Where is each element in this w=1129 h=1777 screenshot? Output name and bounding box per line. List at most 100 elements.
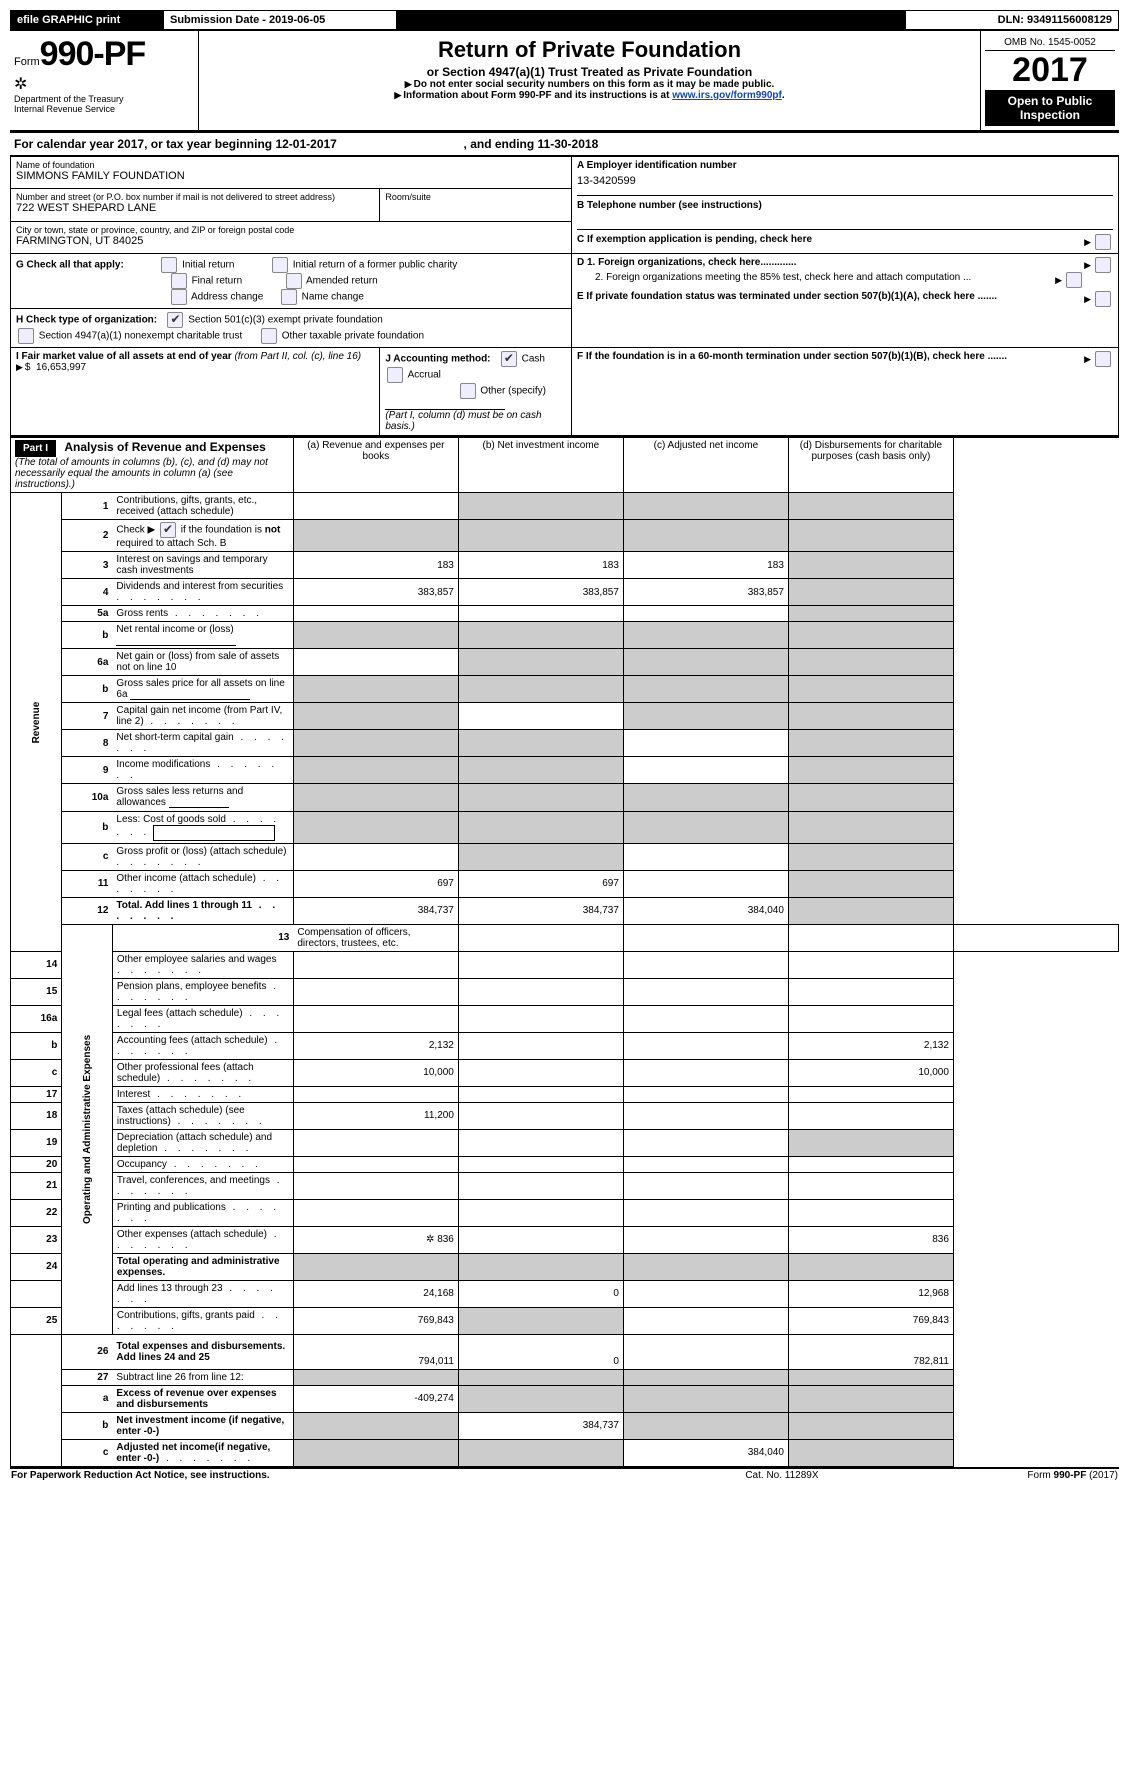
page-footer: For Paperwork Reduction Act Notice, see … [10, 1467, 1119, 1482]
dln-value: 93491156008129 [1027, 14, 1112, 26]
table-row: 18 Taxes (attach schedule) (see instruct… [11, 1102, 1119, 1129]
col-b-header: (b) Net investment income [458, 437, 623, 493]
table-row: b Net rental income or (loss) [11, 622, 1119, 649]
instructions-link-line: Information about Form 990-PF and its in… [203, 90, 976, 101]
table-row: 20 Occupancy [11, 1156, 1119, 1172]
table-row: a Excess of revenue over expenses and di… [11, 1385, 1119, 1412]
j-note: (Part I, column (d) must be on cash basi… [385, 410, 541, 432]
table-row: 9 Income modifications [11, 757, 1119, 784]
col-a-header: (a) Revenue and expenses per books [293, 437, 458, 493]
f-label: F If the foundation is in a 60-month ter… [577, 351, 1007, 362]
table-row: Revenue 1 Contributions, gifts, grants, … [11, 493, 1119, 520]
table-row: 27 Subtract line 26 from line 12: [11, 1369, 1119, 1385]
checkbox-sch-b[interactable] [160, 522, 176, 538]
i-from: (from Part II, col. (c), line 16) [234, 351, 361, 362]
tax-year-begin: 12-01-2017 [275, 137, 336, 151]
checkbox-accrual[interactable] [387, 367, 403, 383]
checkbox-initial-former[interactable] [272, 257, 288, 273]
dept-irs: Internal Revenue Service [14, 104, 194, 114]
checkbox-e[interactable] [1095, 291, 1111, 307]
box-h: H Check type of organization: Section 50… [11, 309, 572, 348]
table-row: 10a Gross sales less returns and allowan… [11, 784, 1119, 811]
tax-year: 2017 [985, 51, 1115, 90]
table-row: 17 Interest [11, 1086, 1119, 1102]
topbar-spacer [397, 11, 906, 31]
table-row: 25 Contributions, gifts, grants paid 769… [11, 1307, 1119, 1334]
part-i-note: (The total of amounts in columns (b), (c… [15, 457, 268, 490]
form-header: Form990-PF ✲ Department of the Treasury … [10, 31, 1119, 131]
checkbox-501c3[interactable] [167, 312, 183, 328]
r12-desc: Total. Add lines 1 through 11 [116, 900, 252, 911]
part-i-label: Part I [15, 440, 56, 457]
checkbox-c[interactable] [1095, 234, 1111, 250]
table-row: 22 Printing and publications [11, 1199, 1119, 1226]
checkbox-other-method[interactable] [460, 383, 476, 399]
table-row: b Less: Cost of goods sold [11, 811, 1119, 843]
city-state-zip: FARMINGTON, UT 84025 [16, 235, 566, 247]
table-row: 15 Pension plans, employee benefits [11, 978, 1119, 1005]
form-subtitle: or Section 4947(a)(1) Trust Treated as P… [203, 65, 976, 79]
table-row: 2 Check ▶ if the foundation is not requi… [11, 520, 1119, 552]
g-amended: Amended return [306, 276, 378, 287]
r27c-desc: Adjusted net income(if negative, enter -… [116, 1442, 270, 1464]
checkbox-address-change[interactable] [171, 289, 187, 305]
table-row: b Net investment income (if negative, en… [11, 1412, 1119, 1439]
table-row: 12 Total. Add lines 1 through 11 384,737… [11, 897, 1119, 924]
checkbox-other-taxable[interactable] [261, 328, 277, 344]
box-j: J Accounting method: Cash Accrual Other … [380, 348, 572, 436]
ein-value: 13-3420599 [577, 171, 1113, 195]
r5b-desc: Net rental income or (loss) [116, 624, 233, 635]
box-d-e: D 1. Foreign organizations, check here..… [571, 254, 1118, 348]
g-name: Name change [302, 292, 364, 303]
form-number: 990-PF [40, 35, 146, 73]
foundation-name: SIMMONS FAMILY FOUNDATION [16, 170, 566, 182]
table-row: 23 Other expenses (attach schedule) ✲ 83… [11, 1226, 1119, 1253]
checkbox-d1[interactable] [1095, 257, 1111, 273]
cal-text-a: For calendar year 2017, or tax year begi… [14, 137, 275, 151]
dept-treasury: Department of the Treasury [14, 94, 194, 104]
h-label: H Check type of organization: [16, 315, 157, 326]
box-c: C If exemption application is pending, c… [577, 229, 1113, 245]
g-initial: Initial return [182, 260, 234, 271]
e-label: E If private foundation status was termi… [577, 291, 997, 302]
j-accrual: Accrual [408, 370, 441, 381]
dln: DLN: 93491156008129 [906, 11, 1119, 31]
table-row: 3 Interest on savings and temporary cash… [11, 552, 1119, 579]
checkbox-amended[interactable] [286, 273, 302, 289]
fmv-value: 16,653,997 [36, 362, 86, 373]
submission-date: Submission Date - 2019-06-05 [164, 11, 397, 31]
instructions-prefix: Information about Form 990-PF and its in… [403, 90, 672, 101]
tax-year-end: 11-30-2018 [538, 137, 599, 151]
name-label: Name of foundation [16, 160, 566, 170]
table-row: 24 Total operating and administrative ex… [11, 1253, 1119, 1280]
street-address: 722 WEST SHEPARD LANE [16, 202, 374, 214]
room-label: Room/suite [385, 192, 566, 202]
efile-label: efile GRAPHIC print [11, 11, 164, 31]
checkbox-d2[interactable] [1066, 272, 1082, 288]
checkbox-final-return[interactable] [171, 273, 187, 289]
g-label: G Check all that apply: [16, 260, 124, 271]
checkbox-cash[interactable] [501, 351, 517, 367]
submission-date-label: Submission Date - [170, 14, 269, 26]
expenses-label: Operating and Administrative Expenses [62, 924, 113, 1334]
checkbox-name-change[interactable] [281, 289, 297, 305]
i-label: I Fair market value of all assets at end… [16, 351, 234, 362]
open-to-public: Open to Public Inspection [985, 90, 1115, 126]
part-i-table: Part I Analysis of Revenue and Expenses … [10, 436, 1119, 1466]
table-row: 6a Net gain or (loss) from sale of asset… [11, 649, 1119, 676]
box-i: I Fair market value of all assets at end… [11, 348, 380, 436]
top-bar: efile GRAPHIC print Submission Date - 20… [10, 10, 1119, 31]
d1-label: D 1. Foreign organizations, check here..… [577, 257, 797, 268]
checkbox-f[interactable] [1095, 351, 1111, 367]
table-row: b Accounting fees (attach schedule) 2,13… [11, 1032, 1119, 1059]
j-cash: Cash [522, 354, 545, 365]
cal-text-b: , and ending [464, 137, 538, 151]
instructions-link[interactable]: www.irs.gov/form990pf [672, 90, 782, 101]
checkbox-initial-return[interactable] [161, 257, 177, 273]
ein-label: A Employer identification number [577, 160, 1113, 171]
table-row: Add lines 13 through 23 24,168 0 12,968 [11, 1280, 1119, 1307]
table-row: c Adjusted net income(if negative, enter… [11, 1439, 1119, 1466]
table-row: 5a Gross rents [11, 606, 1119, 622]
checkbox-4947[interactable] [18, 328, 34, 344]
d2-label: 2. Foreign organizations meeting the 85%… [595, 272, 971, 283]
